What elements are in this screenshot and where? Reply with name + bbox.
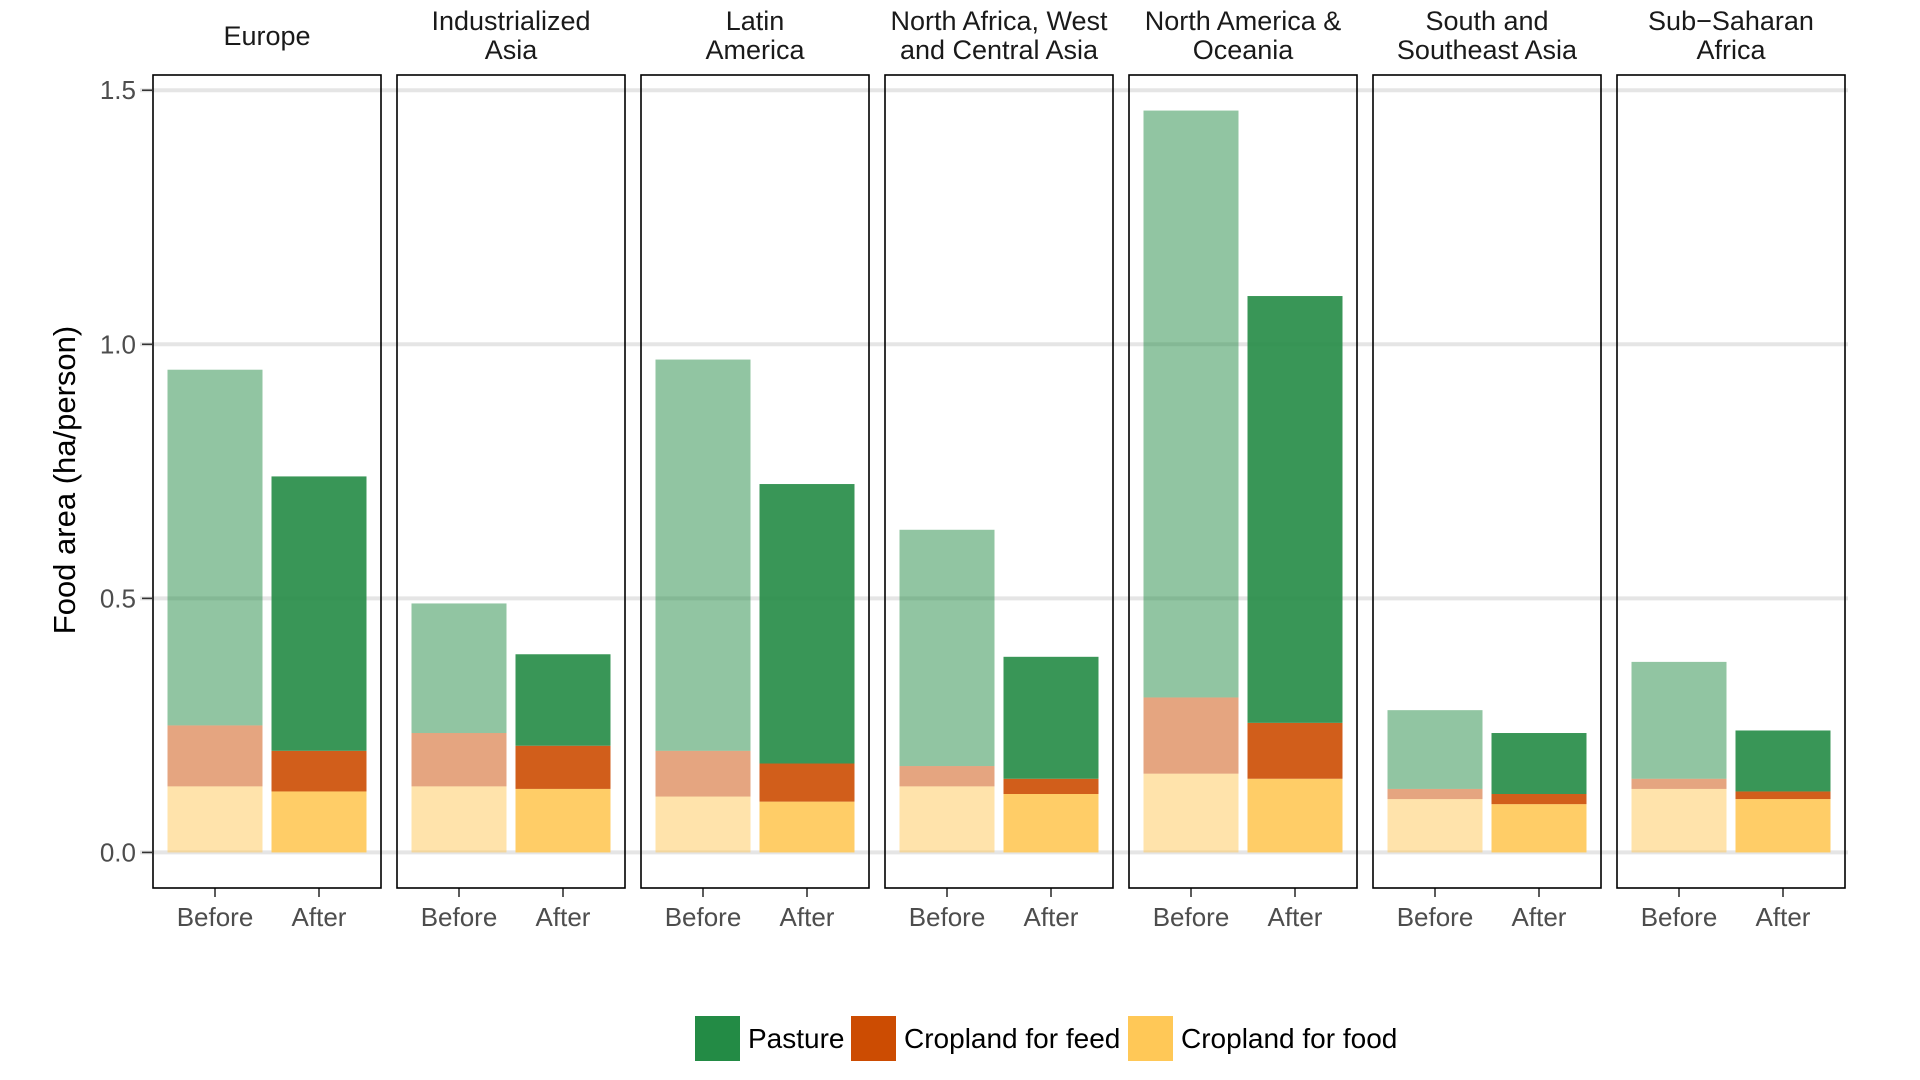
facet-title-line-1: Industrialized — [431, 6, 590, 36]
bar-north-america-oceania-before-cropland-for-feed — [1143, 697, 1239, 774]
bar-north-africa-west-and-central-asia-before-cropland-for-feed — [899, 766, 995, 787]
panel-border — [640, 74, 870, 889]
bar-europe-after-pasture — [271, 476, 367, 751]
y-tick-label-1-0: 1.0 — [100, 329, 136, 359]
bar-industrialized-asia-before-cropland-for-food — [411, 786, 507, 853]
bar-sub-saharan-africa-before-cropland-for-feed — [1631, 778, 1727, 789]
x-tick-label-before: Before — [1153, 902, 1230, 932]
y-tick-label-0-0: 0.0 — [100, 837, 136, 867]
x-tick-label-before: Before — [1641, 902, 1718, 932]
panel-border — [884, 74, 1114, 889]
legend-swatch-cropland-for-feed — [851, 1016, 896, 1061]
bar-europe-after-cropland-for-feed — [271, 750, 367, 792]
facet-title-line-2: Africa — [1696, 35, 1766, 65]
legend-swatch-cropland-for-food — [1128, 1016, 1173, 1061]
legend: Pasture Cropland for feed Cropland for foo… — [695, 1016, 1397, 1061]
bar-latin-america-before-cropland-for-feed — [655, 750, 751, 797]
bar-sub-saharan-africa-after-cropland-for-feed — [1735, 791, 1831, 800]
bar-latin-america-before-cropland-for-food — [655, 796, 751, 853]
panel-border — [396, 74, 626, 889]
x-tick-label-before: Before — [909, 902, 986, 932]
x-tick-label-after: After — [780, 902, 835, 932]
bar-sub-saharan-africa-before-cropland-for-food — [1631, 788, 1727, 853]
bar-europe-before-cropland-for-feed — [167, 725, 263, 787]
x-tick-label-after: After — [1024, 902, 1079, 932]
facet-title-line-1: Sub−Saharan — [1648, 6, 1814, 36]
bar-sub-saharan-africa-after-cropland-for-food — [1735, 799, 1831, 853]
bar-north-africa-west-and-central-asia-after-cropland-for-food — [1003, 793, 1099, 853]
bar-industrialized-asia-after-cropland-for-feed — [515, 745, 611, 789]
legend-swatch-pasture — [695, 1016, 740, 1061]
bar-latin-america-after-cropland-for-food — [759, 801, 855, 853]
x-tick-label-after: After — [536, 902, 591, 932]
x-tick-label-before: Before — [177, 902, 254, 932]
bar-europe-after-cropland-for-food — [271, 791, 367, 853]
x-tick-label-after: After — [1756, 902, 1811, 932]
panels: Before After Europe Before After Industrializ… — [152, 6, 1846, 932]
facet-title-line-2: Asia — [485, 35, 539, 65]
bar-south-and-southeast-asia-after-pasture — [1491, 733, 1587, 794]
facet-title-line-1: Latin — [726, 6, 785, 36]
x-tick-label-before: Before — [1397, 902, 1474, 932]
bar-industrialized-asia-after-cropland-for-food — [515, 788, 611, 853]
bar-north-africa-west-and-central-asia-after-pasture — [1003, 656, 1099, 779]
legend-label-cropland-for-food: Cropland for food — [1181, 1023, 1397, 1054]
legend-label-cropland-for-feed: Cropland for feed — [904, 1023, 1120, 1054]
panel-europe: Before After Europe — [152, 21, 382, 932]
bar-sub-saharan-africa-before-pasture — [1631, 661, 1727, 779]
bar-latin-america-after-cropland-for-feed — [759, 763, 855, 802]
facet-title-line-1: South and — [1425, 6, 1548, 36]
facet-title-line-2: Southeast Asia — [1397, 35, 1578, 65]
y-tick-label-1-5: 1.5 — [100, 75, 136, 105]
bar-north-america-oceania-before-cropland-for-food — [1143, 773, 1239, 853]
facet-title: Europe — [223, 21, 310, 51]
x-tick-label-after: After — [292, 902, 347, 932]
bar-latin-america-after-pasture — [759, 484, 855, 764]
bar-south-and-southeast-asia-before-cropland-for-food — [1387, 799, 1483, 853]
panel-border — [1128, 74, 1358, 889]
bar-north-america-oceania-after-cropland-for-feed — [1247, 722, 1343, 779]
facet-title-line-2: and Central Asia — [900, 35, 1099, 65]
bar-north-america-oceania-after-pasture — [1247, 296, 1343, 723]
bar-north-america-oceania-before-pasture — [1143, 110, 1239, 698]
bar-north-africa-west-and-central-asia-before-pasture — [899, 529, 995, 767]
bar-sub-saharan-africa-after-pasture — [1735, 730, 1831, 792]
bar-south-and-southeast-asia-after-cropland-for-feed — [1491, 793, 1587, 805]
bar-industrialized-asia-before-cropland-for-feed — [411, 733, 507, 787]
bar-industrialized-asia-before-pasture — [411, 603, 507, 734]
legend-label-pasture: Pasture — [748, 1023, 845, 1054]
panel-border — [1616, 74, 1846, 889]
panel-north-america-oceania: Before After North America &Oceania — [1128, 6, 1358, 932]
x-tick-label-before: Before — [421, 902, 498, 932]
bar-south-and-southeast-asia-before-pasture — [1387, 710, 1483, 789]
bar-latin-america-before-pasture — [655, 359, 751, 751]
x-tick-label-after: After — [1512, 902, 1567, 932]
x-tick-label-before: Before — [665, 902, 742, 932]
bar-north-africa-west-and-central-asia-after-cropland-for-feed — [1003, 778, 1099, 794]
y-axis: Food area (ha/person) 0.0 0.5 1.0 1.5 — [47, 75, 153, 867]
y-tick-label-0-5: 0.5 — [100, 583, 136, 613]
facet-title-line-1: North Africa, West — [890, 6, 1108, 36]
bar-industrialized-asia-after-pasture — [515, 654, 611, 746]
x-tick-label-after: After — [1268, 902, 1323, 932]
panel-border — [1372, 74, 1602, 889]
facet-title-line-2: Oceania — [1193, 35, 1295, 65]
bar-europe-before-cropland-for-food — [167, 786, 263, 853]
facet-title-line-2: America — [705, 35, 805, 65]
facet-title-line-1: North America & — [1145, 6, 1342, 36]
bar-south-and-southeast-asia-before-cropland-for-feed — [1387, 788, 1483, 800]
bar-europe-before-pasture — [167, 369, 263, 726]
bar-north-africa-west-and-central-asia-before-cropland-for-food — [899, 786, 995, 853]
y-axis-title: Food area (ha/person) — [47, 326, 82, 634]
bar-north-america-oceania-after-cropland-for-food — [1247, 778, 1343, 853]
bar-south-and-southeast-asia-after-cropland-for-food — [1491, 804, 1587, 853]
panel-border — [152, 74, 382, 889]
